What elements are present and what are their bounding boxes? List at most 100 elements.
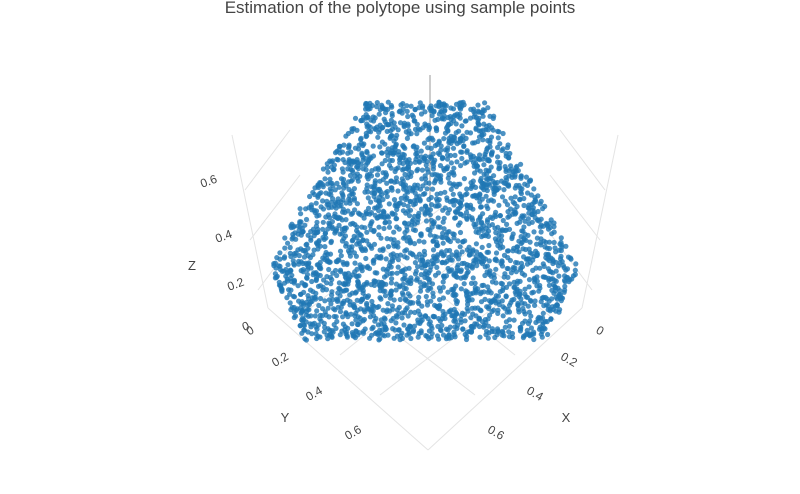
scatter-point: [518, 191, 525, 197]
scatter-point: [345, 276, 351, 282]
scatter-point: [405, 123, 411, 129]
scatter-point: [499, 328, 505, 334]
scatter-point: [299, 317, 305, 323]
scatter-point: [384, 309, 390, 315]
scatter-point: [313, 290, 319, 296]
scatter-point: [492, 225, 498, 231]
scatter-point: [414, 131, 420, 137]
scatter-point: [537, 265, 543, 271]
scatter-point: [441, 136, 447, 142]
scatter-point: [430, 247, 437, 253]
scatter-point: [348, 149, 354, 155]
scatter-point: [379, 139, 385, 145]
x-tick-2: 0.4: [524, 383, 546, 404]
scatter-point: [538, 229, 544, 235]
scatter-point: [425, 210, 431, 216]
scatter-point: [376, 111, 382, 117]
scatter-point: [379, 150, 385, 156]
scatter-point: [512, 265, 518, 271]
scatter-point: [414, 185, 420, 191]
scatter-point: [334, 180, 340, 186]
scatter-point: [467, 115, 474, 121]
scatter-point: [384, 236, 390, 242]
scatter-point: [527, 178, 533, 184]
scatter-point: [360, 330, 366, 336]
scatter-point: [522, 291, 528, 297]
scatter-point: [461, 143, 467, 150]
scatter-point: [401, 275, 407, 281]
scatter-point: [352, 304, 358, 310]
scatter-point: [298, 211, 304, 217]
scatter-point: [387, 271, 393, 277]
scatter-point: [298, 305, 304, 311]
scatter-point: [479, 227, 486, 233]
scatter-point: [374, 104, 380, 110]
scatter-point: [349, 191, 355, 197]
scatter-point: [358, 265, 364, 271]
scatter-point: [319, 313, 325, 319]
scatter-point: [386, 224, 393, 230]
scatter-point: [538, 236, 544, 242]
scatter-point: [459, 155, 465, 162]
scatter-point: [320, 206, 327, 212]
scatter-point: [572, 267, 578, 273]
scatter-point: [473, 258, 479, 264]
scatter-point: [432, 117, 438, 123]
scatter-point: [459, 260, 465, 267]
scatter-point: [504, 221, 510, 227]
scatter-point: [388, 102, 394, 109]
scatter-point: [463, 288, 469, 294]
scatter-point: [345, 281, 351, 287]
scatter-point: [424, 186, 430, 192]
scatter-point: [412, 107, 418, 113]
scatter-point: [412, 159, 418, 165]
scatter-point: [464, 215, 470, 221]
scatter-point: [436, 304, 442, 310]
scatter-point: [330, 167, 337, 173]
scatter-point: [382, 293, 389, 299]
scatter-point: [395, 264, 401, 270]
scatter-point: [433, 126, 440, 132]
scatter-point: [522, 181, 528, 187]
scatter-point: [364, 229, 370, 235]
scatter-point: [415, 334, 421, 340]
scatter-point: [469, 265, 475, 271]
scatter-point: [497, 213, 503, 219]
gridline: [559, 129, 606, 191]
scatter-point: [326, 266, 332, 273]
gridline: [267, 307, 429, 451]
scatter-point: [497, 160, 503, 166]
scatter-point: [441, 101, 447, 107]
scatter-point: [397, 296, 403, 303]
scatter-point: [305, 232, 311, 238]
scatter-point: [404, 108, 410, 114]
scatter-point: [440, 332, 447, 338]
scatter-point: [322, 230, 329, 236]
scatter-point: [553, 268, 559, 274]
scatter-point: [389, 303, 395, 309]
scatter-point: [351, 197, 357, 203]
scatter-point: [526, 277, 533, 283]
scatter-point: [440, 295, 446, 301]
scatter-point: [500, 130, 506, 137]
scatter-point: [506, 213, 512, 219]
scatter-point: [452, 152, 458, 158]
scatter-point: [524, 261, 531, 267]
scatter-point: [376, 232, 382, 238]
scatter-point: [461, 281, 467, 287]
scatter-point: [364, 238, 370, 244]
scatter-point: [391, 197, 398, 203]
scatter-point: [551, 229, 557, 235]
scatter-point: [431, 109, 437, 115]
x-tick-1: 0.2: [558, 349, 580, 370]
scatter-point: [285, 262, 291, 268]
scatter-point: [444, 195, 450, 201]
scatter-point: [401, 322, 407, 328]
scatter-point: [546, 282, 553, 288]
scatter-point: [540, 310, 546, 316]
scatter-point: [482, 100, 488, 106]
scatter-point: [480, 113, 486, 119]
scatter-point: [361, 282, 367, 288]
scatter-point: [504, 248, 511, 254]
scatter-point: [279, 288, 285, 294]
